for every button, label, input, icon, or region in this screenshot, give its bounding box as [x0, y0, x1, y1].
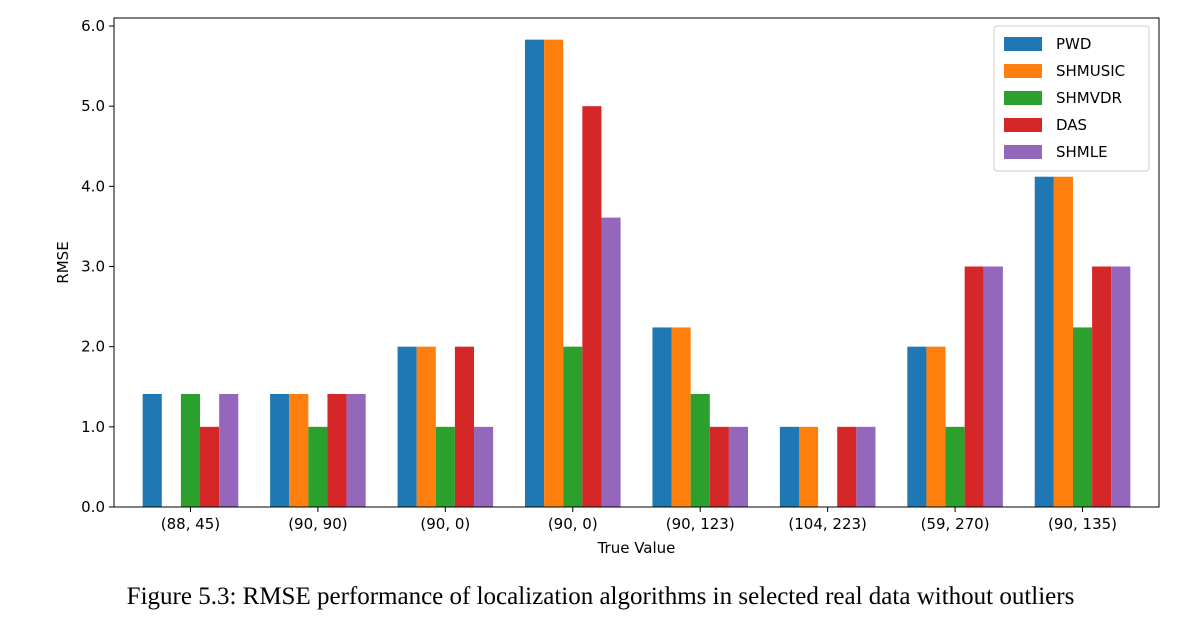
legend-label-shmvdr: SHMVDR — [1056, 89, 1122, 107]
bar-shmusic-4 — [671, 327, 691, 507]
bar-das-5 — [837, 426, 857, 507]
bar-shmvdr-4 — [690, 393, 710, 507]
bar-pwd-6 — [907, 346, 927, 507]
bar-das-7 — [1092, 266, 1112, 507]
x-axis-label: True Value — [597, 539, 676, 557]
legend-label-das: DAS — [1056, 116, 1087, 134]
legend-label-pwd: PWD — [1056, 35, 1091, 53]
bar-shmle-1 — [346, 393, 366, 507]
bar-shmusic-6 — [926, 346, 946, 507]
legend-label-shmusic: SHMUSIC — [1056, 62, 1125, 80]
bar-das-3 — [582, 106, 602, 508]
bar-shmle-6 — [983, 266, 1003, 507]
x-tick-label: (90, 135) — [1048, 515, 1117, 533]
bar-das-4 — [709, 426, 729, 507]
x-tick-label: (104, 223) — [788, 515, 867, 533]
bar-shmusic-2 — [416, 346, 436, 507]
legend: PWD SHMUSIC SHMVDR DAS SHMLE — [993, 25, 1150, 172]
y-tick-label: 5.0 — [81, 97, 105, 115]
plot-frame — [113, 17, 1160, 508]
bar-shmle-2 — [474, 426, 494, 507]
legend-box — [993, 25, 1150, 172]
bar-pwd-4 — [652, 327, 672, 507]
bar-chart: 0.0 1.0 2.0 3.0 4.0 5.0 6.0 (88, 45) (90, 90) (9… — [54, 17, 1160, 557]
bar-shmle-4 — [728, 426, 749, 507]
x-tick-label: (59, 270) — [921, 515, 990, 533]
bar-pwd-5 — [779, 426, 799, 507]
bar-shmle-0 — [219, 393, 239, 507]
y-tick-label: 1.0 — [81, 418, 105, 436]
y-tick-label: 0.0 — [81, 498, 105, 516]
legend-swatch-shmle — [1004, 145, 1042, 159]
x-tick-label: (90, 0) — [548, 515, 598, 533]
x-tick-label: (88, 45) — [161, 515, 220, 533]
bar-das-6 — [964, 266, 984, 507]
bar-shmvdr-0 — [180, 393, 201, 507]
bar-shmvdr-7 — [1072, 327, 1093, 507]
y-tick-label: 4.0 — [81, 177, 105, 195]
x-tick-label: (90, 123) — [666, 515, 735, 533]
bar-das-2 — [454, 346, 475, 507]
bar-shmusic-7 — [1053, 176, 1073, 507]
bar-pwd-2 — [397, 346, 417, 507]
y-tick-label: 3.0 — [81, 258, 105, 276]
legend-swatch-das — [1004, 118, 1042, 132]
bar-das-0 — [200, 426, 220, 507]
figure-caption: Figure 5.3: RMSE performance of localiza… — [126, 583, 1075, 610]
bar-pwd-1 — [270, 393, 290, 507]
bar-shmvdr-3 — [563, 346, 583, 507]
bar-shmusic-1 — [289, 393, 309, 507]
x-tick-label: (90, 0) — [420, 515, 470, 533]
bar-pwd-0 — [142, 393, 162, 507]
legend-swatch-pwd — [1004, 37, 1042, 51]
bar-pwd-7 — [1034, 176, 1054, 507]
bar-shmvdr-6 — [945, 426, 965, 507]
bar-shmvdr-2 — [435, 426, 455, 507]
legend-label-shmle: SHMLE — [1056, 143, 1108, 161]
x-axis: (88, 45) (90, 90) (90, 0) (90, 0) (90, 123) (… — [161, 507, 1117, 533]
bars-layer — [142, 39, 1131, 508]
y-tick-label: 6.0 — [81, 17, 105, 35]
bar-shmusic-5 — [798, 426, 819, 507]
bar-shmvdr-1 — [308, 426, 328, 507]
y-axis-label: RMSE — [54, 241, 72, 283]
bar-shmle-7 — [1111, 266, 1131, 507]
bar-das-1 — [327, 393, 347, 507]
bar-pwd-3 — [524, 39, 545, 507]
y-axis: 0.0 1.0 2.0 3.0 4.0 5.0 6.0 — [81, 17, 114, 516]
legend-swatch-shmvdr — [1004, 91, 1042, 105]
bar-shmle-5 — [856, 426, 876, 507]
bar-shmle-3 — [601, 217, 621, 508]
legend-swatch-shmusic — [1004, 64, 1042, 78]
bar-shmusic-3 — [544, 39, 564, 507]
y-tick-label: 2.0 — [81, 338, 105, 356]
x-tick-label: (90, 90) — [288, 515, 347, 533]
